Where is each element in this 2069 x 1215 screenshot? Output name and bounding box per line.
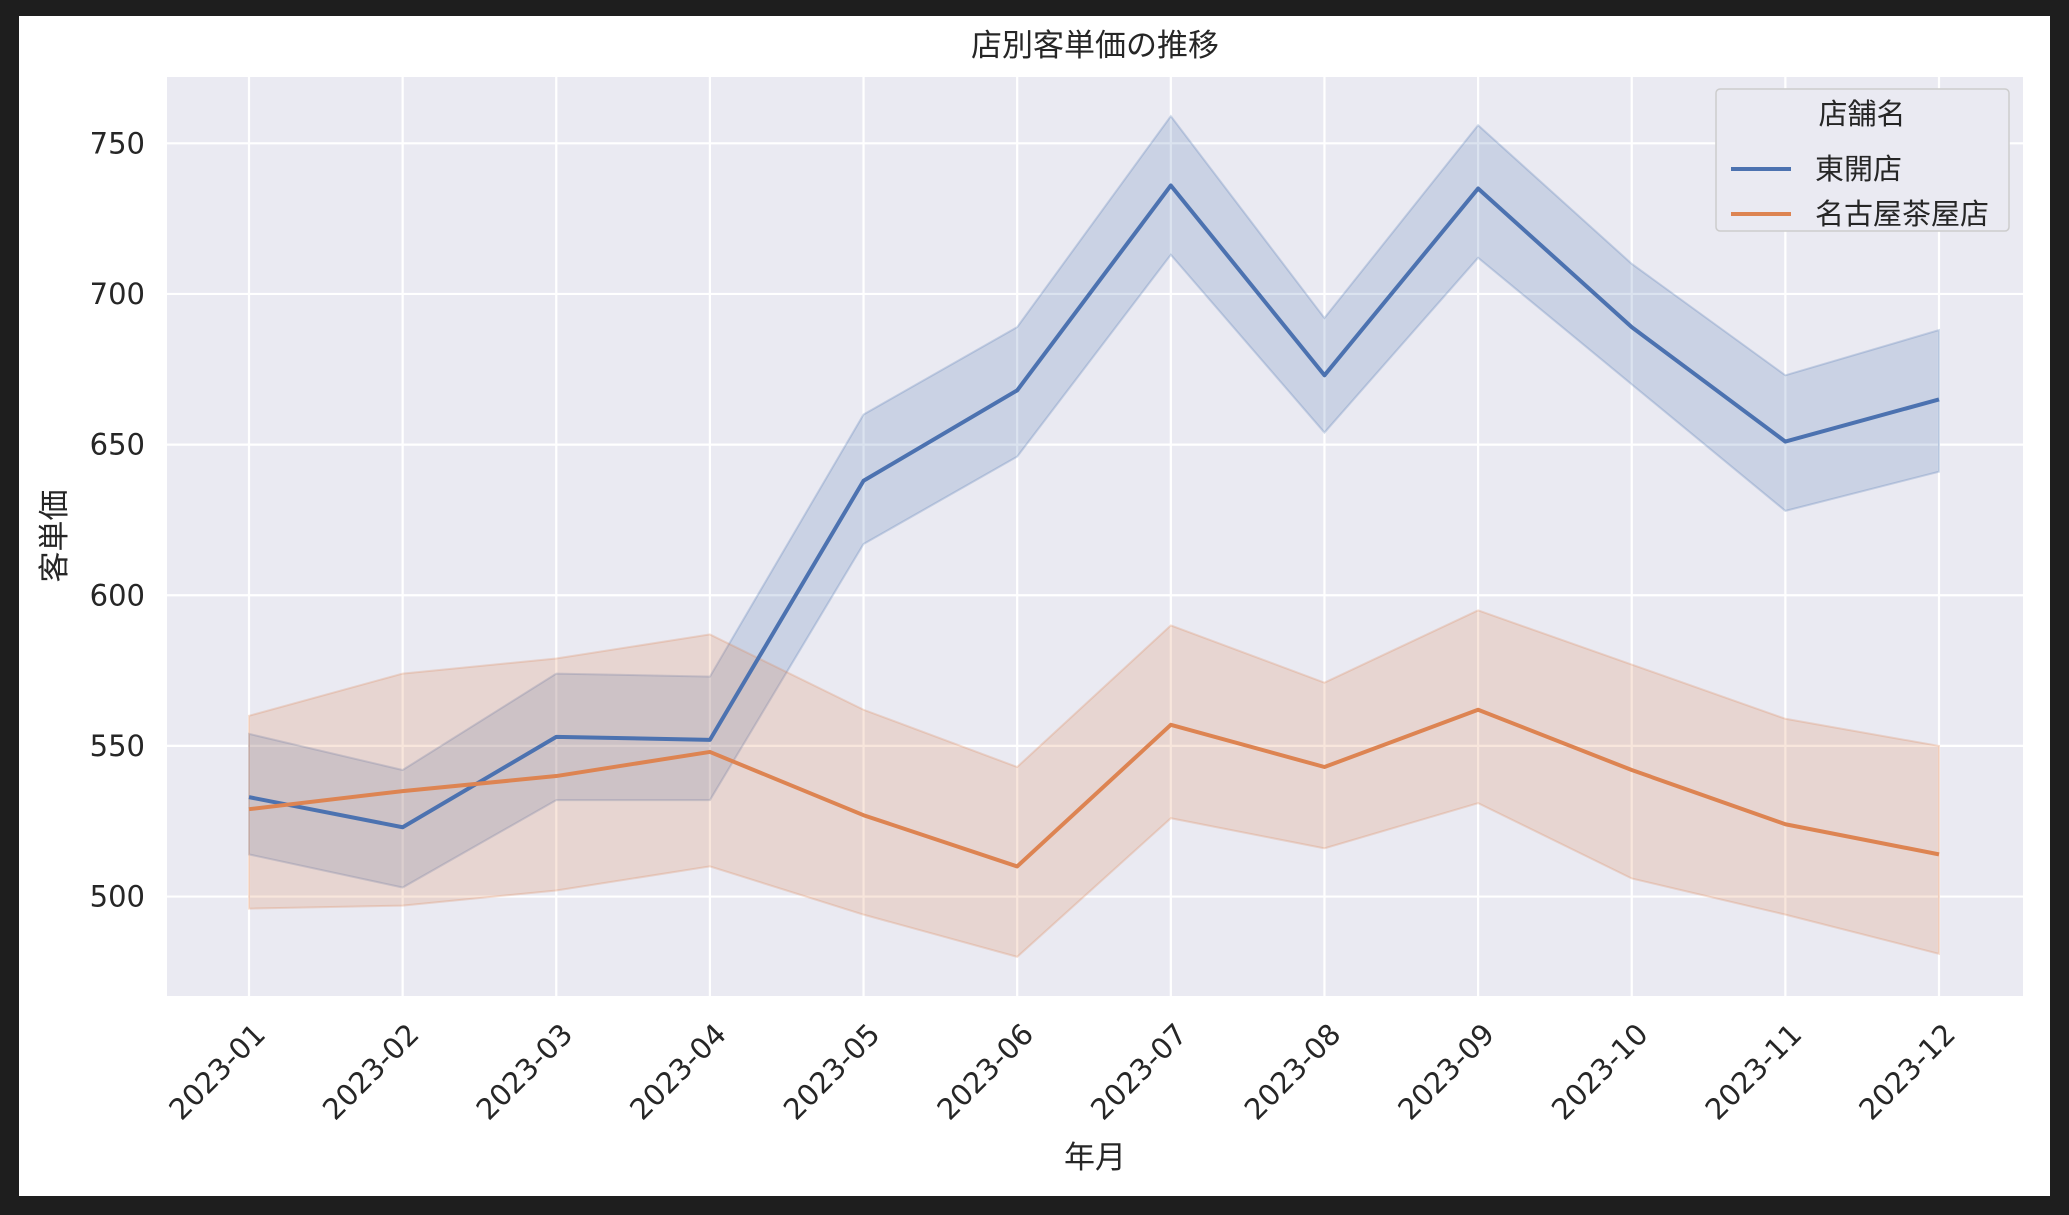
x-tick-label: 2023-06 xyxy=(930,1017,1040,1127)
series-line xyxy=(248,183,1940,830)
chart-title: 店別客単価の推移 xyxy=(971,28,1219,64)
y-tick-label: 700 xyxy=(90,277,145,311)
y-tick-labels: 500 550 600 650 700 750 xyxy=(90,126,145,913)
grid-lines xyxy=(167,77,2023,996)
y-tick-label: 650 xyxy=(90,428,145,462)
y-tick-label: 750 xyxy=(90,126,145,160)
confidence-band xyxy=(248,114,1940,889)
y-tick-label: 550 xyxy=(90,729,145,763)
x-tick-label: 2023-10 xyxy=(1545,1017,1655,1127)
x-tick-label: 2023-03 xyxy=(469,1017,579,1127)
series-lines xyxy=(248,183,1940,869)
legend-label: 東開店 xyxy=(1815,152,1902,186)
confidence-bands xyxy=(248,114,1940,958)
y-tick-label: 500 xyxy=(90,880,145,914)
legend-title: 店舗名 xyxy=(1818,97,1905,131)
line-chart: 500 550 600 650 700 750 2023-01 2023-02 2023-03… xyxy=(37,28,2023,1176)
x-tick-label: 2023-04 xyxy=(623,1017,733,1127)
x-tick-label: 2023-12 xyxy=(1852,1017,1962,1127)
x-tick-label: 2023-09 xyxy=(1391,1017,1501,1127)
y-axis-title: 客単価 xyxy=(37,490,73,583)
legend-label: 名古屋茶屋店 xyxy=(1815,197,1989,231)
x-axis-title: 年月 xyxy=(1064,1140,1126,1176)
x-tick-label: 2023-08 xyxy=(1238,1017,1348,1127)
series-line xyxy=(248,707,1940,869)
x-tick-labels: 2023-01 2023-02 2023-03 2023-04 2023-05 2023-… xyxy=(162,1017,1962,1127)
x-tick-label: 2023-11 xyxy=(1699,1017,1809,1127)
x-tick-label: 2023-07 xyxy=(1084,1017,1194,1127)
y-tick-label: 600 xyxy=(90,578,145,612)
confidence-band xyxy=(248,609,1940,958)
x-tick-label: 2023-05 xyxy=(777,1017,887,1127)
x-tick-label: 2023-02 xyxy=(316,1017,426,1127)
figure: 500 550 600 650 700 750 2023-01 2023-02 2023-03… xyxy=(19,16,2050,1196)
x-tick-label: 2023-01 xyxy=(162,1017,272,1127)
legend-box xyxy=(1715,88,2010,232)
plot-background xyxy=(167,77,2023,996)
